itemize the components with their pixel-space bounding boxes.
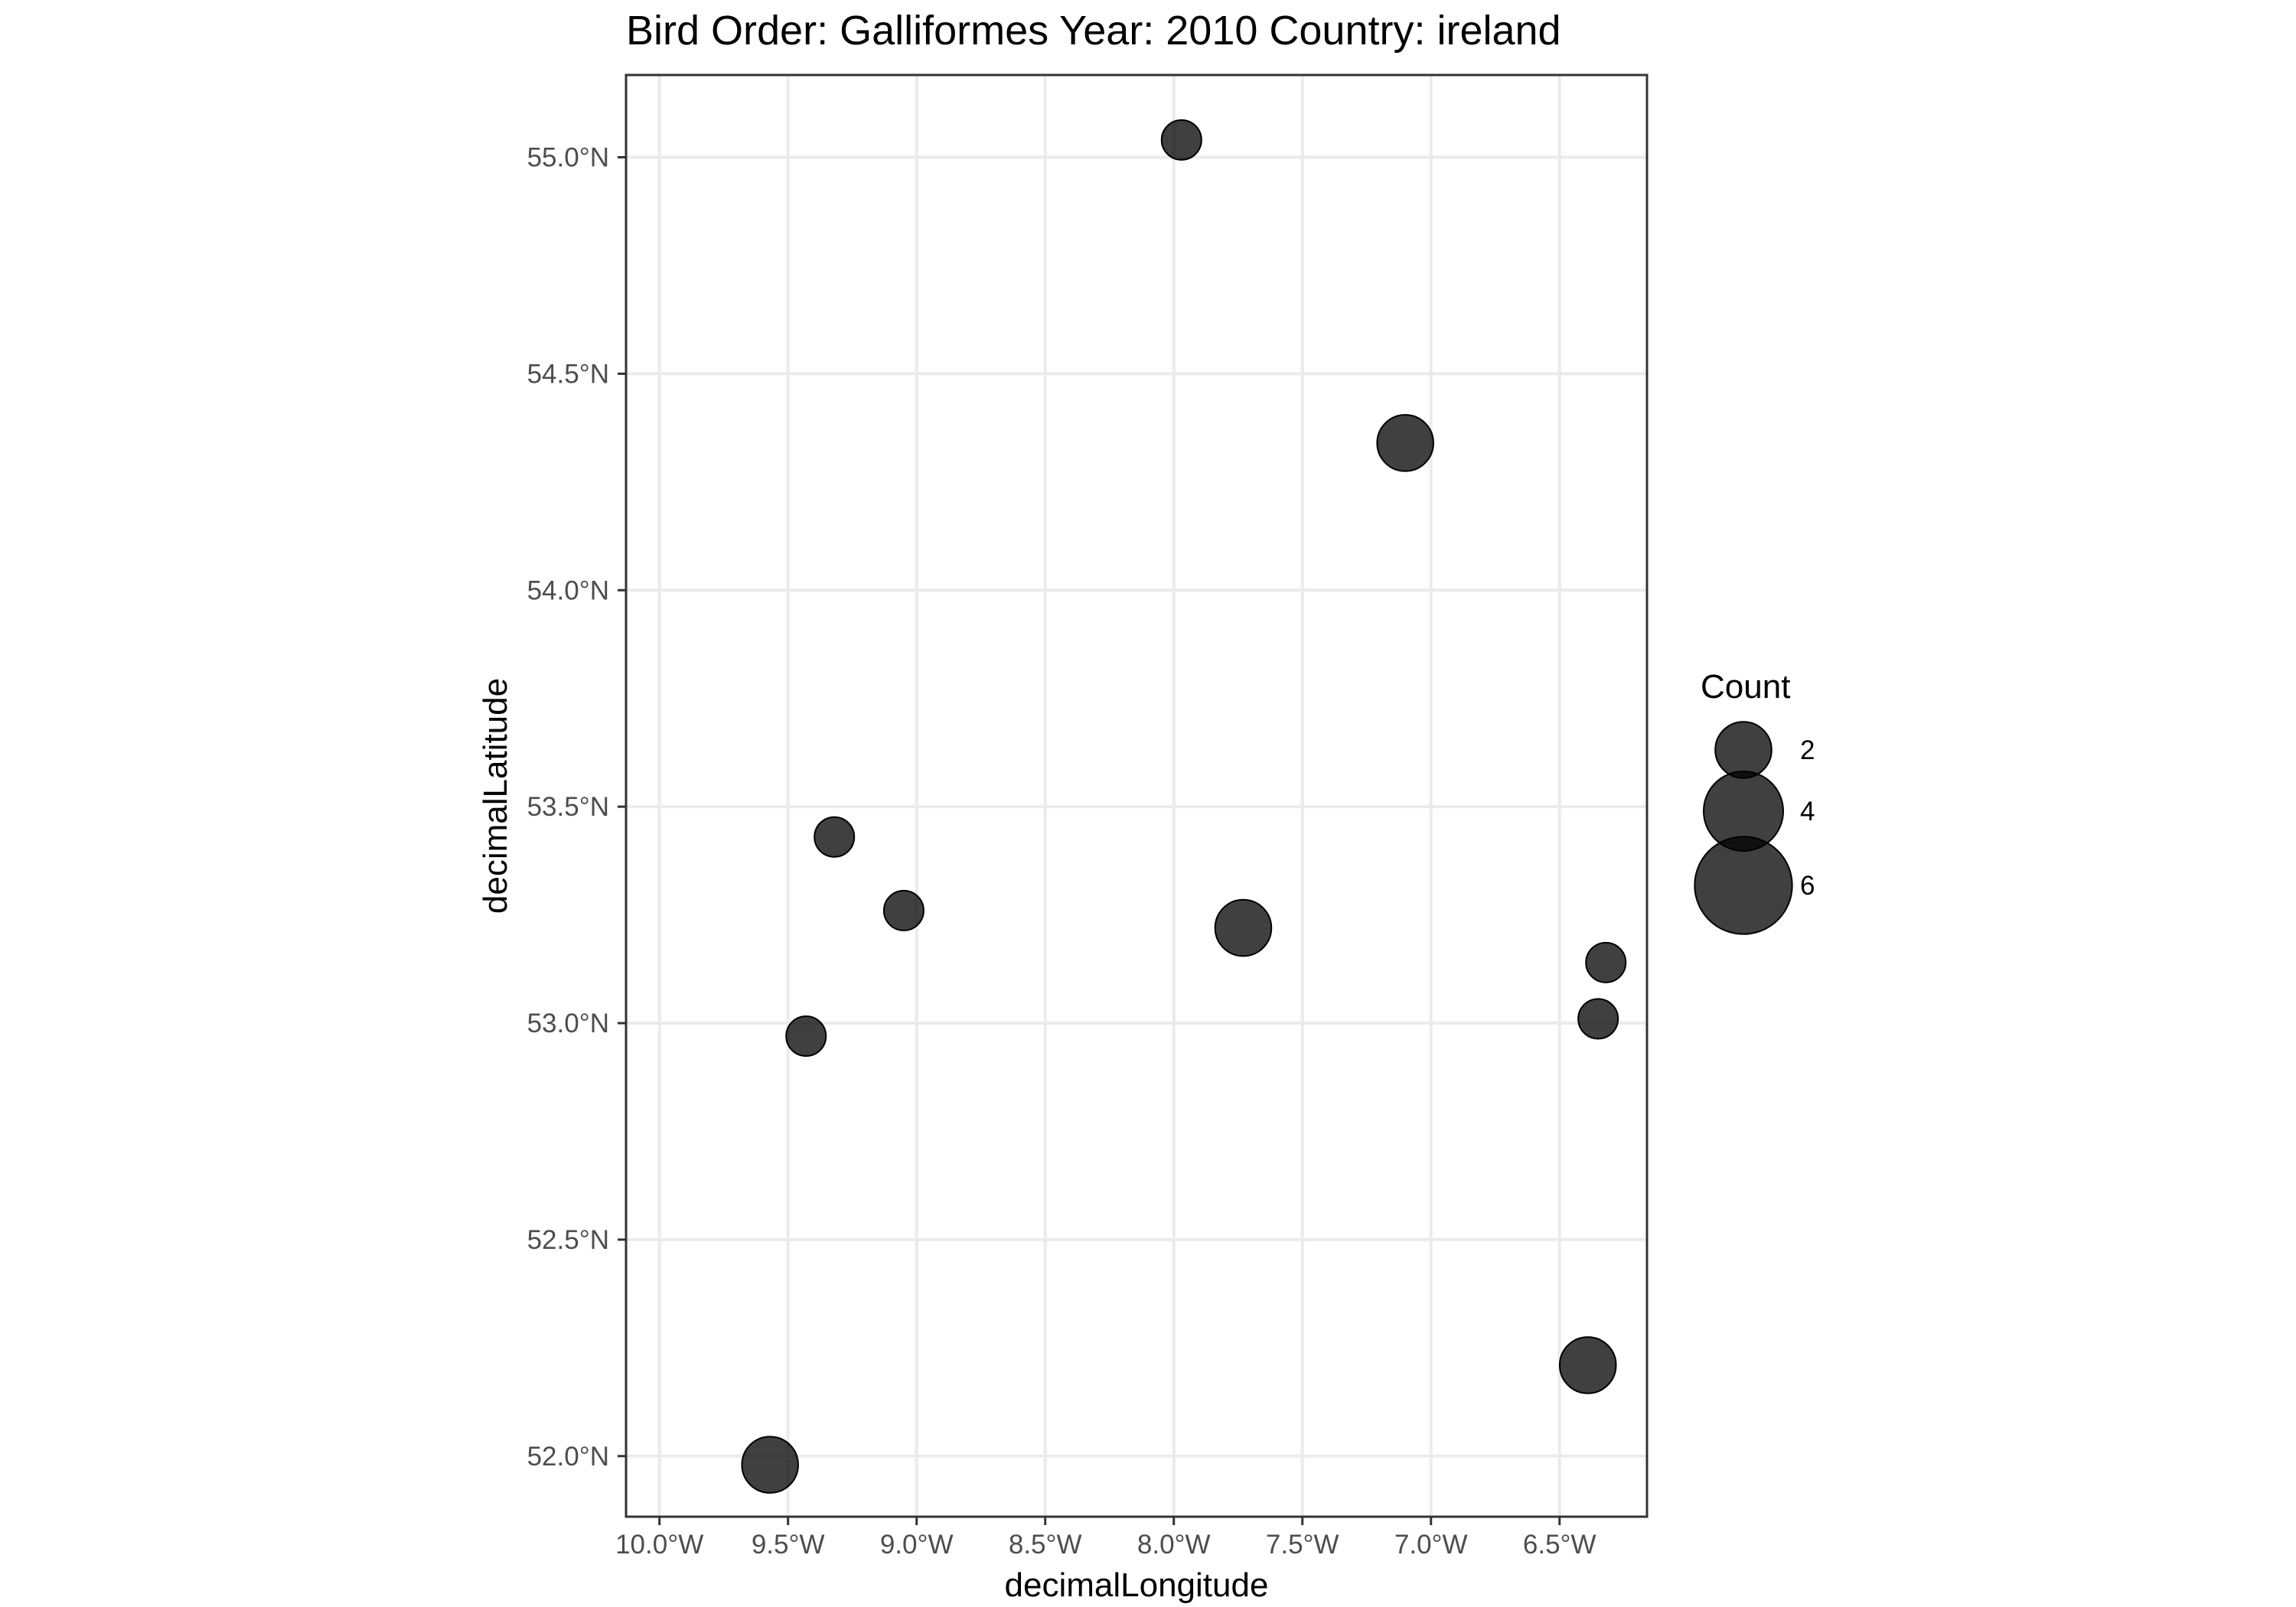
x-tick-label: 7.0°W <box>1394 1530 1468 1560</box>
data-point <box>1558 1336 1617 1394</box>
data-point <box>882 889 925 931</box>
data-point <box>1577 998 1619 1040</box>
data-point <box>814 816 856 858</box>
y-tick-label: 55.0°N <box>527 142 609 172</box>
panel-background <box>626 75 1647 1517</box>
data-point <box>785 1015 827 1057</box>
y-tick-label: 52.5°N <box>527 1225 609 1255</box>
x-tick-label: 8.0°W <box>1137 1530 1211 1560</box>
data-point <box>1160 119 1202 161</box>
y-axis: 52.0°N 52.5°N 53.0°N 53.5°N 54.0°N 54.5°N 55.0… <box>527 142 626 1472</box>
legend-key <box>1694 836 1793 935</box>
x-tick-label: 9.5°W <box>752 1530 825 1560</box>
legend-label: 2 <box>1800 735 1815 765</box>
x-tick-label: 9.0°W <box>880 1530 954 1560</box>
y-axis-title: decimalLatitude <box>477 678 514 914</box>
x-tick-label: 7.5°W <box>1266 1530 1339 1560</box>
data-point <box>741 1436 799 1494</box>
legend-entries: 2 4 6 <box>1694 721 1815 935</box>
x-tick-label: 8.5°W <box>1009 1530 1082 1560</box>
legend-title: Count <box>1701 668 1790 706</box>
data-point <box>1376 414 1434 472</box>
plot-panel <box>625 73 1649 1518</box>
x-axis: 10.0°W 9.5°W 9.0°W 8.5°W 8.0°W 7.5°W 7.0°W 6.5°… <box>615 1517 1596 1560</box>
chart-title: Bird Order: Galliformes Year: 2010 Count… <box>626 8 1561 54</box>
legend-label: 6 <box>1800 871 1815 901</box>
y-tick-label: 52.0°N <box>527 1442 609 1472</box>
x-tick-label: 6.5°W <box>1523 1530 1596 1560</box>
data-point <box>1585 941 1627 983</box>
legend-label: 4 <box>1800 797 1815 826</box>
legend-key <box>1714 721 1773 779</box>
data-point <box>1214 898 1273 957</box>
panel-border <box>625 73 1649 1518</box>
x-axis-title: decimalLongitude <box>1005 1566 1269 1604</box>
y-tick-label: 54.0°N <box>527 575 609 605</box>
y-tick-label: 53.5°N <box>527 792 609 822</box>
data-points <box>741 119 1627 1494</box>
y-tick-label: 53.0°N <box>527 1009 609 1038</box>
legend: Count 2 4 6 <box>1694 668 1815 935</box>
y-tick-label: 54.5°N <box>527 359 609 389</box>
x-tick-label: 10.0°W <box>615 1530 703 1560</box>
